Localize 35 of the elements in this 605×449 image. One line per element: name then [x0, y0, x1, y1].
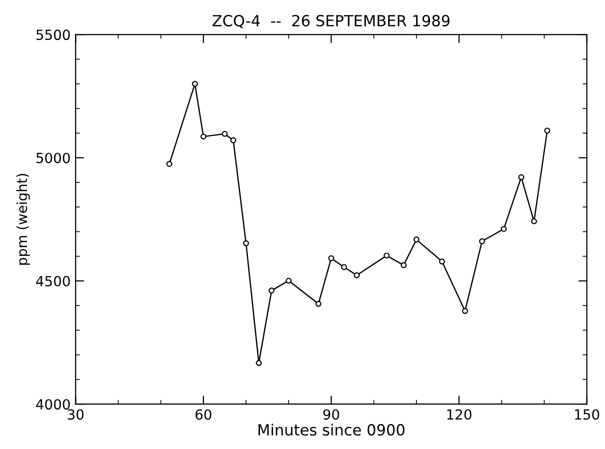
point — [341, 264, 348, 270]
point — [439, 258, 445, 264]
point — [166, 160, 172, 167]
point — [413, 236, 420, 243]
point — [256, 360, 262, 366]
y-axis-title: ppm (weight) — [16, 174, 30, 265]
x-tick-label: 60 — [196, 409, 212, 420]
x-axis-title: Minutes since 0900 — [258, 424, 404, 436]
point — [500, 226, 507, 232]
x-tick-label: 90 — [323, 409, 340, 420]
point — [192, 80, 198, 87]
point — [479, 238, 486, 244]
y-tick-label: 5000 — [36, 152, 70, 164]
point — [531, 218, 538, 224]
x-tick-label: 150 — [575, 409, 600, 420]
point — [384, 252, 390, 259]
point — [222, 130, 228, 137]
y-tick-label: 4000 — [36, 399, 70, 410]
y-tick-label: 5500 — [36, 30, 70, 40]
point — [315, 300, 322, 307]
point — [544, 128, 550, 134]
point — [200, 134, 206, 140]
x-tick-label: 30 — [68, 409, 84, 420]
point — [400, 262, 407, 268]
point — [354, 272, 360, 278]
point — [230, 137, 236, 144]
point — [328, 255, 334, 262]
point — [286, 278, 292, 284]
x-tick-label: 120 — [447, 409, 472, 420]
point — [462, 308, 468, 314]
point — [243, 240, 250, 246]
y-tick-label: 4500 — [36, 276, 70, 286]
point — [268, 288, 275, 294]
point — [518, 174, 524, 180]
chart-title: ZCQ-4 -- 26 SEPTEMBER 1989 — [212, 14, 450, 28]
